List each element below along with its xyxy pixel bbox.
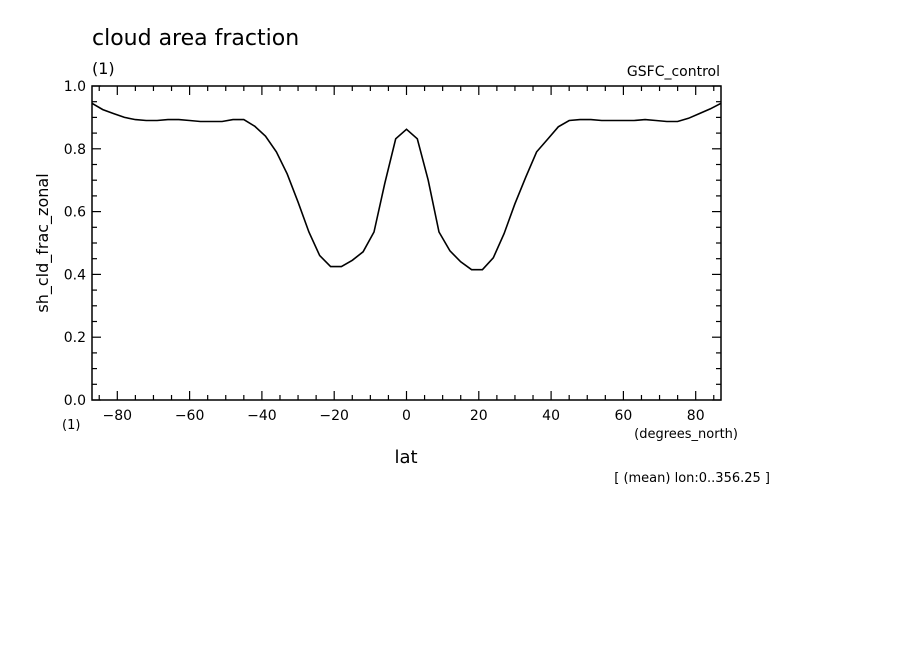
x-tick-label: −80 (103, 408, 133, 424)
y-axis-ticks (92, 85, 721, 401)
x-tick-label: 40 (542, 408, 560, 424)
y-tick-label: 0.4 (64, 267, 86, 283)
y-axis-label: sh_cld_frac_zonal (33, 173, 53, 312)
x-tick-label: −20 (319, 408, 349, 424)
y-tick-label: 0.6 (64, 205, 86, 221)
x-axis-label: lat (394, 447, 417, 468)
y-tick-label: 0.2 (64, 330, 86, 346)
footnote: [ (mean) lon:0..356.25 ] (614, 471, 770, 486)
y-tick-label: 1.0 (64, 79, 86, 95)
dataset-label: GSFC_control (627, 64, 720, 80)
x-tick-label: 80 (687, 408, 705, 424)
x-tick-label: −60 (175, 408, 205, 424)
y-axis-tick-labels: 0.0 0.2 0.4 0.6 0.8 1.0 (64, 79, 86, 409)
series-line (91, 102, 722, 271)
y-tick-label: 0.0 (64, 393, 86, 409)
y-tick-label: 0.8 (64, 142, 86, 158)
x-axis-units: (degrees_north) (634, 427, 738, 442)
chart-title: cloud area fraction (92, 26, 299, 51)
x-tick-label: 60 (614, 408, 632, 424)
x-tick-label: 20 (470, 408, 488, 424)
x-units-label: (1) (62, 418, 80, 433)
y-units-label: (1) (92, 59, 115, 78)
x-axis-tick-labels: −80 −60 −40 −20 0 20 40 60 80 (103, 408, 705, 424)
x-tick-label: −40 (247, 408, 277, 424)
x-axis-ticks (98, 86, 715, 400)
plot-area (91, 85, 722, 401)
x-tick-label: 0 (402, 408, 411, 424)
